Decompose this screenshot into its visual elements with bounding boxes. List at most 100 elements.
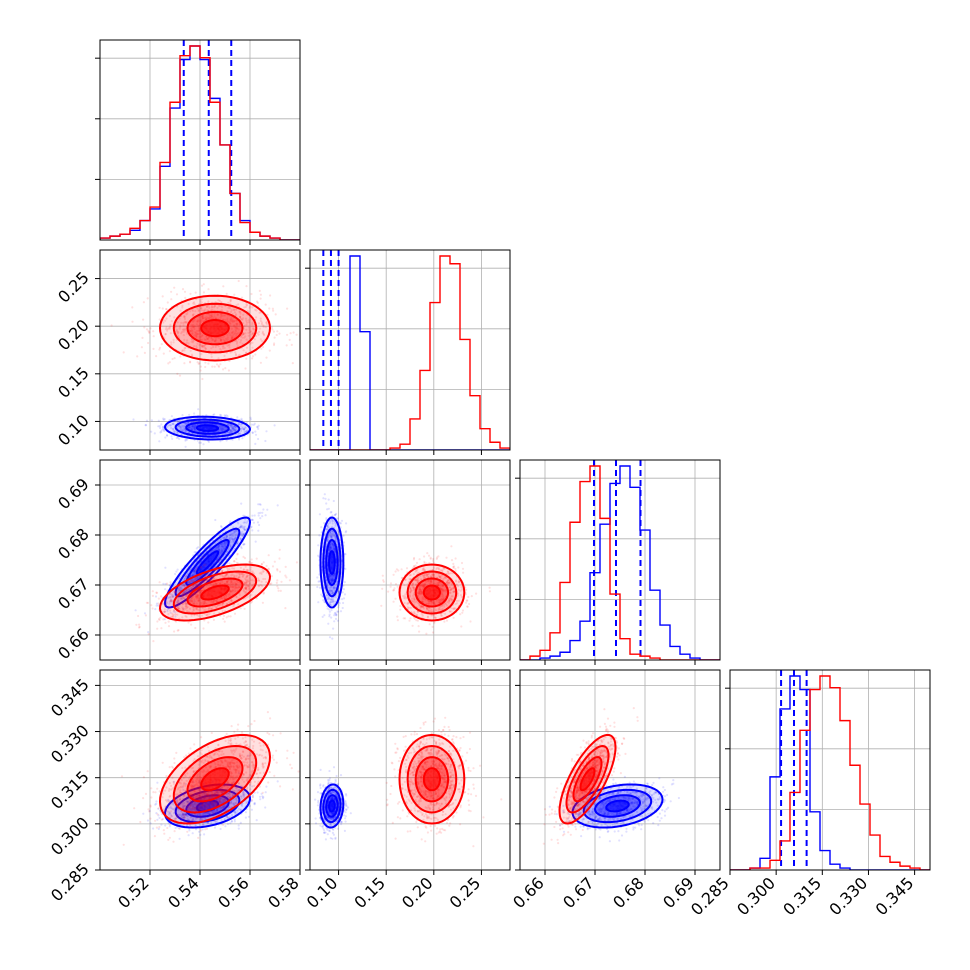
scatter-point	[255, 316, 258, 319]
scatter-point	[190, 428, 193, 431]
scatter-point	[248, 328, 251, 332]
scatter-point	[257, 437, 260, 441]
scatter-point	[274, 313, 277, 316]
scatter-point	[242, 313, 245, 316]
scatter-point	[243, 543, 246, 546]
scatter-point	[196, 584, 199, 587]
scatter-point	[185, 422, 188, 425]
scatter-point	[181, 429, 184, 432]
scatter-point	[221, 597, 224, 600]
scatter-point	[197, 309, 200, 312]
scatter-point	[193, 593, 196, 596]
scatter-point	[201, 602, 204, 605]
scatter-point	[220, 309, 223, 312]
scatter-point	[212, 413, 215, 417]
scatter-point	[262, 591, 266, 594]
scatter-point	[226, 336, 229, 339]
scatter-point	[226, 338, 229, 341]
scatter-point	[331, 592, 334, 595]
scatter-point	[176, 420, 179, 423]
scatter-point	[233, 308, 236, 311]
scatter-point	[138, 626, 141, 629]
scatter-point	[164, 621, 167, 624]
scatter-point	[207, 288, 210, 291]
scatter-point	[194, 626, 197, 630]
scatter-point	[329, 598, 332, 601]
scatter-point	[169, 581, 172, 584]
scatter-point	[225, 439, 228, 442]
scatter-point	[416, 619, 419, 622]
scatter-point	[221, 536, 224, 539]
scatter-point	[203, 600, 207, 603]
scatter-point	[184, 574, 187, 577]
scatter-point	[184, 605, 187, 608]
scatter-point	[197, 614, 200, 618]
scatter-point	[325, 502, 328, 505]
scatter-point	[231, 538, 234, 541]
scatter-point	[234, 589, 237, 593]
scatter-point	[231, 337, 234, 340]
scatter-point	[193, 428, 196, 431]
scatter-point	[220, 526, 223, 529]
scatter-point	[233, 581, 236, 584]
scatter-point	[165, 317, 168, 320]
scatter-point	[233, 429, 236, 432]
scatter-point	[187, 580, 190, 583]
scatter-point	[211, 339, 214, 342]
scatter-point	[224, 574, 227, 577]
scatter-point	[199, 369, 202, 372]
scatter-point	[221, 569, 224, 572]
scatter-point	[445, 619, 449, 622]
scatter-point	[215, 363, 219, 366]
scatter-point	[227, 320, 230, 323]
scatter-point	[204, 361, 207, 364]
scatter-point	[227, 615, 230, 618]
scatter-point	[193, 598, 196, 601]
scatter-point	[202, 317, 205, 320]
scatter-point	[161, 426, 164, 429]
scatter-point	[240, 318, 243, 321]
scatter-point	[190, 586, 193, 590]
scatter-point	[231, 428, 234, 431]
scatter-point	[244, 426, 247, 429]
scatter-point	[226, 568, 229, 571]
scatter-point	[194, 577, 197, 580]
scatter-point	[239, 526, 242, 529]
scatter-point	[195, 593, 198, 596]
scatter-point	[207, 300, 210, 303]
scatter-point	[233, 311, 236, 314]
scatter-point	[250, 423, 253, 426]
scatter-point	[176, 605, 179, 609]
scatter-point	[244, 367, 247, 370]
scatter-point	[199, 589, 202, 592]
scatter-point	[179, 602, 182, 605]
scatter-point	[231, 331, 234, 334]
scatter-point	[205, 305, 208, 309]
scatter-point	[197, 597, 200, 600]
scatter-point	[219, 347, 222, 350]
scatter-point	[214, 340, 217, 343]
scatter-point	[228, 562, 231, 565]
scatter-point	[199, 441, 202, 444]
scatter-point	[243, 430, 246, 433]
scatter-point	[245, 429, 248, 433]
scatter-point	[255, 309, 258, 312]
scatter-point	[192, 602, 196, 605]
scatter-point	[192, 323, 195, 327]
scatter-point	[258, 579, 261, 582]
scatter-point	[290, 343, 293, 346]
scatter-point	[204, 347, 207, 350]
scatter-point	[173, 608, 176, 611]
scatter-point	[286, 307, 289, 310]
scatter-point	[460, 561, 464, 565]
scatter-point	[190, 579, 193, 582]
scatter-point	[212, 345, 215, 349]
scatter-point	[193, 426, 197, 429]
scatter-point	[212, 577, 215, 580]
scatter-point	[244, 305, 247, 308]
scatter-point	[228, 567, 231, 570]
scatter-point	[185, 603, 188, 606]
scatter-point	[211, 578, 214, 581]
scatter-point	[234, 530, 237, 533]
scatter-point	[212, 576, 215, 579]
